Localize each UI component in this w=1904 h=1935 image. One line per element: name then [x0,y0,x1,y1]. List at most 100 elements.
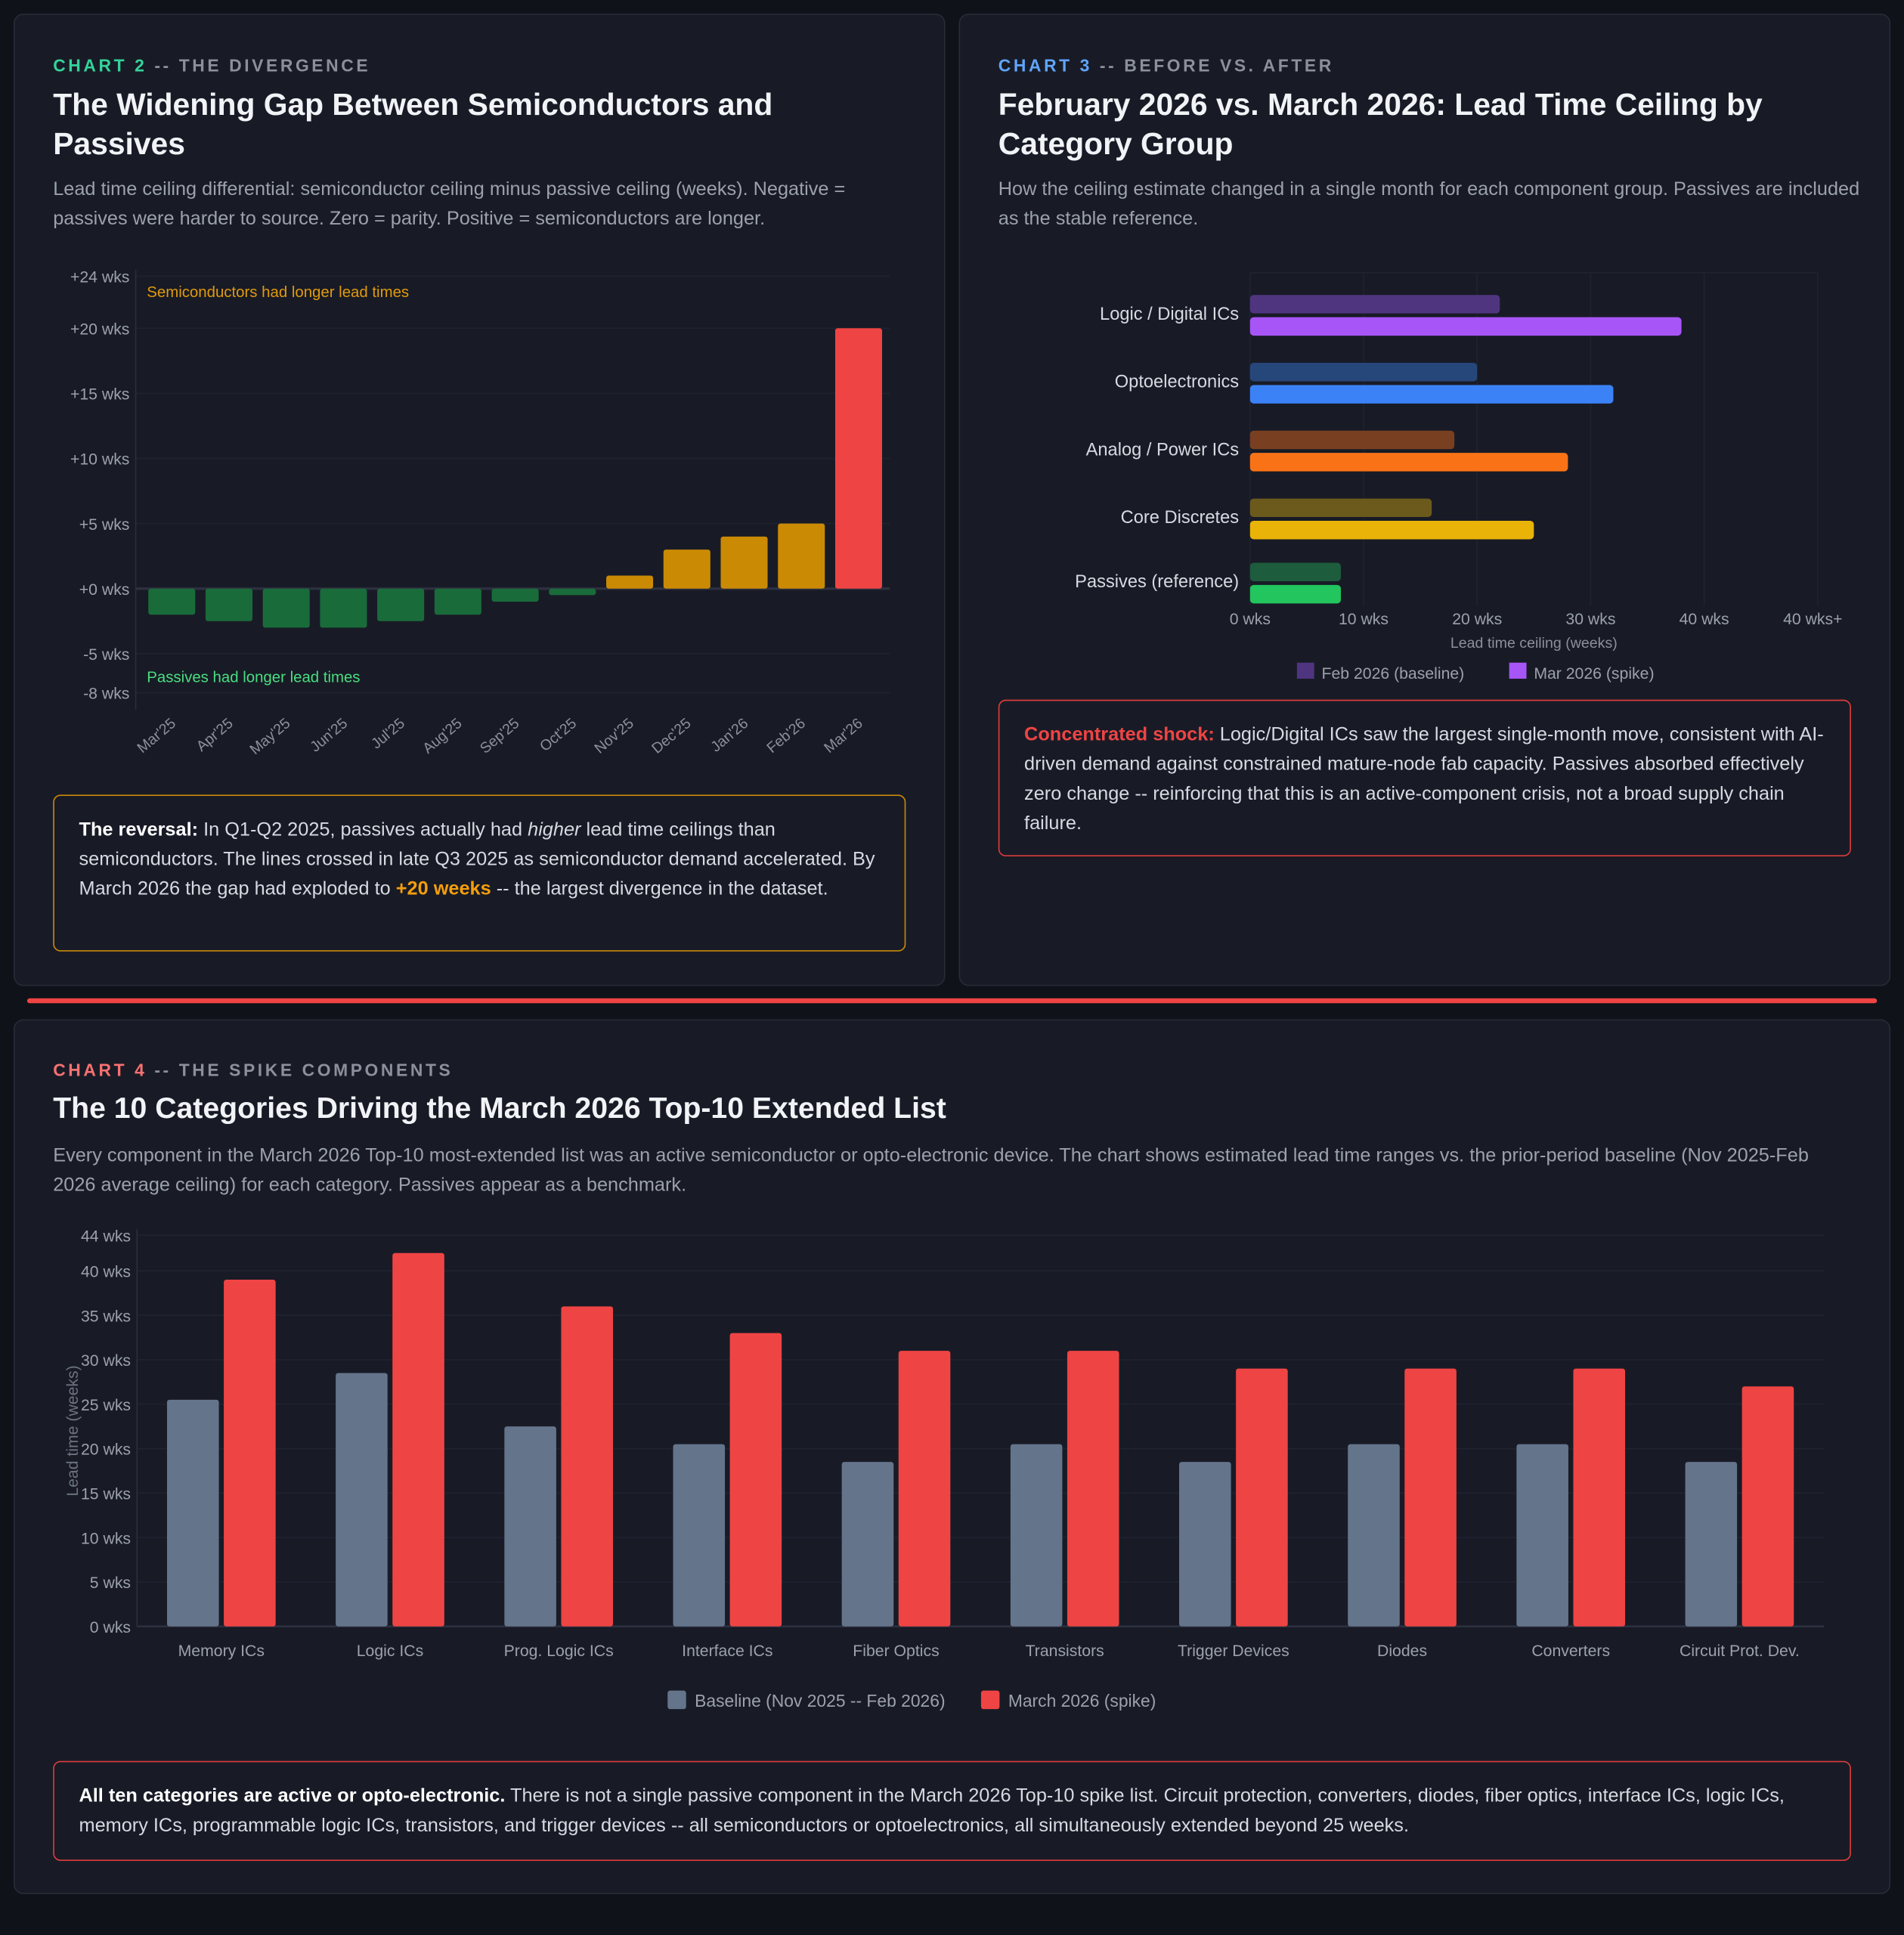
bar-baseline-7 [1348,1444,1400,1627]
chart4-number: CHART 4 [53,1060,147,1080]
bar-spike-9 [1741,1386,1794,1627]
y-tick-label: 30 wks [81,1352,131,1370]
category-label: Passives (reference) [1075,572,1239,592]
x-tick-label: Logic ICs [357,1642,423,1660]
chart4-panel: CHART 4 -- THE SPIKE COMPONENTS The 10 C… [13,1019,1891,1895]
bar-baseline-5 [1010,1444,1063,1627]
x-tick-label: 0 wks [1230,611,1271,628]
bar-feb-4 [1249,562,1341,581]
bar-Apr'25 [205,588,252,621]
chart2-subtitle: -- THE DIVERGENCE [147,55,371,76]
x-tick-label: Diodes [1377,1642,1427,1660]
legend-label: March 2026 (spike) [1008,1691,1156,1711]
bar-mar-3 [1249,520,1534,540]
bar-spike-3 [729,1333,782,1627]
callout-text: -- the largest divergence in the dataset… [491,878,828,900]
x-tick-label: Trigger Devices [1178,1642,1289,1660]
y-tick-label: 40 wks [81,1263,131,1280]
bar-Oct'25 [549,588,596,596]
bar-spike-8 [1573,1368,1626,1627]
y-axis-title: Lead time (weeks) [64,1365,82,1496]
x-tick-label: 40 wks+ [1783,611,1842,628]
x-tick-label: Converters [1531,1642,1610,1660]
bar-baseline-1 [336,1373,388,1627]
bar-Feb'26 [778,523,825,589]
chart4-title: The 10 Categories Driving the March 2026… [53,1091,946,1125]
y-tick-label: 15 wks [81,1485,131,1503]
chart4-description: Every component in the March 2026 Top-10… [53,1145,1809,1196]
chart2-eyebrow: CHART 2 -- THE DIVERGENCE [53,55,370,75]
x-tick-label: Sep'25 [477,715,522,757]
annotation-positive: Semiconductors had longer lead times [147,284,409,301]
bar-baseline-0 [166,1399,219,1627]
callout-lead: All ten categories are active or opto-el… [79,1785,506,1807]
chart3-panel: CHART 3 -- BEFORE VS. AFTER February 202… [958,13,1891,986]
bar-spike-4 [898,1351,951,1627]
y-tick-label: +20 wks [70,320,129,338]
x-tick-label: Feb'26 [763,715,809,757]
callout-text: In Q1-Q2 2025, passives actually had [198,819,528,841]
bar-spike-7 [1404,1368,1457,1627]
y-tick-label: 25 wks [81,1397,131,1414]
x-tick-label: Oct'25 [537,715,580,755]
category-label: Logic / Digital ICs [1100,305,1239,324]
chart2-panel: CHART 2 -- THE DIVERGENCE The Widening G… [13,13,946,986]
y-tick-label: -5 wks [83,646,129,664]
chart4-eyebrow: CHART 4 -- THE SPIKE COMPONENTS [53,1060,453,1079]
legend-swatch [1509,662,1527,679]
category-label: Core Discretes [1121,508,1239,528]
spike-components-chart: 0 wks 5 wks 10 wks 15 wks 20 wks 25 wks 30 wks… [64,1228,1824,1711]
y-tick-label: +24 wks [70,269,129,286]
bar-feb-1 [1249,362,1478,382]
x-tick-label: Fiber Optics [853,1642,939,1660]
y-tick-label: 0 wks [90,1619,131,1636]
bar-baseline-9 [1685,1462,1738,1627]
bar-Aug'25 [434,588,481,615]
bar-baseline-6 [1179,1462,1231,1627]
concentrated-shock-callout: Concentrated shock: Logic/Digital ICs sa… [998,699,1851,857]
bar-spike-2 [561,1306,613,1627]
y-tick-label: -8 wks [83,686,129,703]
x-tick-label: Jun'25 [307,715,351,756]
x-tick-label: Transistors [1026,1642,1104,1660]
x-tick-label: Jul'25 [368,715,408,752]
x-tick-label: Interface ICs [682,1642,772,1660]
bar-baseline-8 [1516,1444,1568,1627]
divergence-chart: +24 wks +20 wks +15 wks +10 wks +5 wks +0 wks… [70,269,890,758]
x-tick-label: Prog. Logic ICs [504,1642,614,1660]
section-divider [26,998,1878,1004]
x-tick-label: Nov'25 [591,715,636,757]
callout-emphasis: higher [528,819,581,841]
y-tick-label: +0 wks [79,581,130,599]
bar-baseline-3 [673,1444,726,1627]
callout-text: There is not a single passive component … [79,1785,1785,1837]
category-label: Optoelectronics [1115,373,1239,392]
legend-label: Baseline (Nov 2025 -- Feb 2026) [695,1691,945,1711]
bar-Dec'25 [663,550,711,589]
x-tick-label: Mar'26 [821,715,866,757]
bar-feb-0 [1249,295,1500,314]
before-after-chart: 0 wks 10 wks 20 wks 30 wks 40 wks 40 wks+ Logi… [1075,271,1843,683]
chart2-number: CHART 2 [53,55,147,76]
category-label: Analog / Power ICs [1086,440,1240,460]
callout-text: lead time ceilings than semiconductors. … [79,819,875,900]
chart2-description: Lead time ceiling differential: semicond… [53,178,846,230]
reversal-callout: The reversal: In Q1-Q2 2025, passives ac… [53,794,906,952]
bar-spike-6 [1236,1368,1288,1627]
chart3-title: February 2026 vs. March 2026: Lead Time … [998,87,1763,162]
bar-feb-3 [1249,498,1432,518]
legend-label: Feb 2026 (baseline) [1322,665,1465,683]
bar-Jul'25 [377,588,425,621]
legend-swatch [980,1690,1000,1710]
bar-Mar'25 [148,588,196,615]
bar-spike-5 [1067,1351,1119,1627]
bar-mar-4 [1249,584,1341,604]
chart4-subtitle: -- THE SPIKE COMPONENTS [147,1060,454,1080]
bar-mar-1 [1249,385,1614,404]
annotation-negative: Passives had longer lead times [147,670,360,686]
y-tick-label: +10 wks [70,451,129,469]
y-tick-label: +5 wks [79,516,130,534]
x-tick-label: Circuit Prot. Dev. [1680,1642,1800,1660]
bar-Jan'26 [720,536,768,589]
